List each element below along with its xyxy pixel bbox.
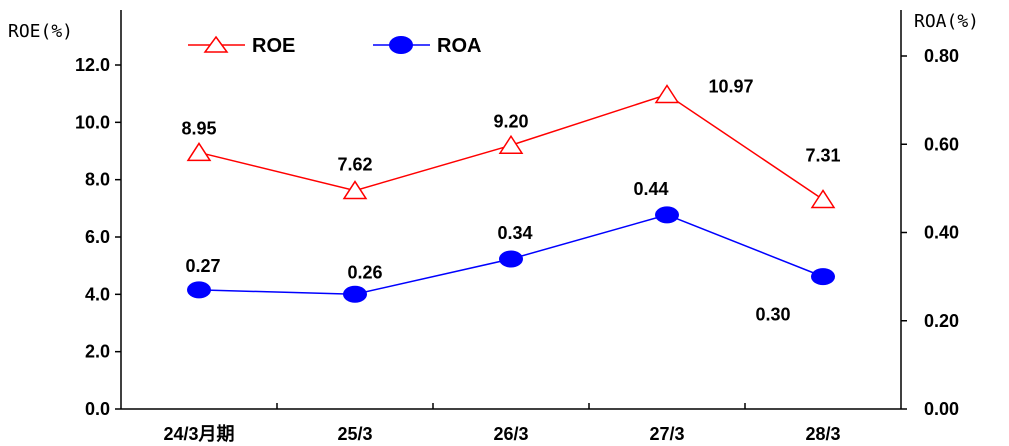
- x-axis-ticks: 24/3月期 25/3 26/3 27/3 28/3: [163, 403, 841, 444]
- right-tick-label: 0.20: [924, 311, 959, 331]
- roa-marker: [343, 285, 367, 303]
- left-tick-label: 0.0: [85, 399, 110, 419]
- right-axis-ticks: 0.00 0.20 0.40 0.60 0.80: [901, 46, 959, 419]
- series-layer: 8.95 7.62 9.20 10.97 7.31 0.27 0.26 0.34 0.44 0.3…: [181, 77, 840, 325]
- roa-marker: [811, 268, 835, 286]
- x-tick-label: 27/3: [649, 424, 684, 444]
- roe-marker: [342, 180, 368, 200]
- right-tick-label: 0.60: [924, 134, 959, 154]
- x-tick-label: 26/3: [493, 424, 528, 444]
- roa-data-label: 0.30: [755, 305, 790, 325]
- roa-data-label: 0.27: [185, 256, 220, 276]
- right-tick-label: 0.00: [924, 399, 959, 419]
- legend-roa-label: ROA: [437, 35, 481, 57]
- roe-data-label: 7.62: [337, 155, 372, 175]
- roe-marker: [186, 142, 212, 162]
- x-tick-label: 24/3月期: [163, 424, 234, 444]
- left-tick-label: 8.0: [85, 170, 110, 190]
- right-tick-label: 0.80: [924, 46, 959, 66]
- legend-roe-marker: [203, 35, 229, 53]
- roe-data-label: 10.97: [708, 77, 753, 97]
- left-tick-label: 12.0: [75, 55, 110, 75]
- roa-marker: [655, 206, 679, 224]
- left-axis-title: ROE(%): [8, 21, 73, 42]
- roe-data-label: 7.31: [805, 145, 840, 165]
- roe-data-label: 8.95: [181, 118, 216, 138]
- legend: ROE ROA: [188, 35, 481, 57]
- roe-data-label: 9.20: [493, 111, 528, 131]
- left-axis-ticks: 0.0 2.0 4.0 6.0 8.0 10.0 12.0: [75, 55, 121, 419]
- left-tick-label: 6.0: [85, 227, 110, 247]
- roe-marker: [654, 84, 680, 104]
- legend-roe-label: ROE: [252, 35, 295, 57]
- x-tick-label: 25/3: [337, 424, 372, 444]
- roa-data-label: 0.44: [633, 179, 668, 199]
- roa-marker: [499, 250, 523, 268]
- roa-marker: [187, 281, 211, 299]
- x-tick-label: 28/3: [805, 424, 840, 444]
- left-tick-label: 10.0: [75, 112, 110, 132]
- roe-marker: [498, 134, 524, 155]
- left-tick-label: 4.0: [85, 284, 110, 304]
- left-tick-label: 2.0: [85, 342, 110, 362]
- legend-roa-marker: [389, 36, 413, 54]
- roe-marker: [810, 189, 836, 209]
- right-tick-label: 0.40: [924, 223, 959, 243]
- roa-data-label: 0.26: [347, 262, 382, 282]
- right-axis-title: ROA(%): [914, 11, 979, 32]
- roa-data-label: 0.34: [497, 223, 532, 243]
